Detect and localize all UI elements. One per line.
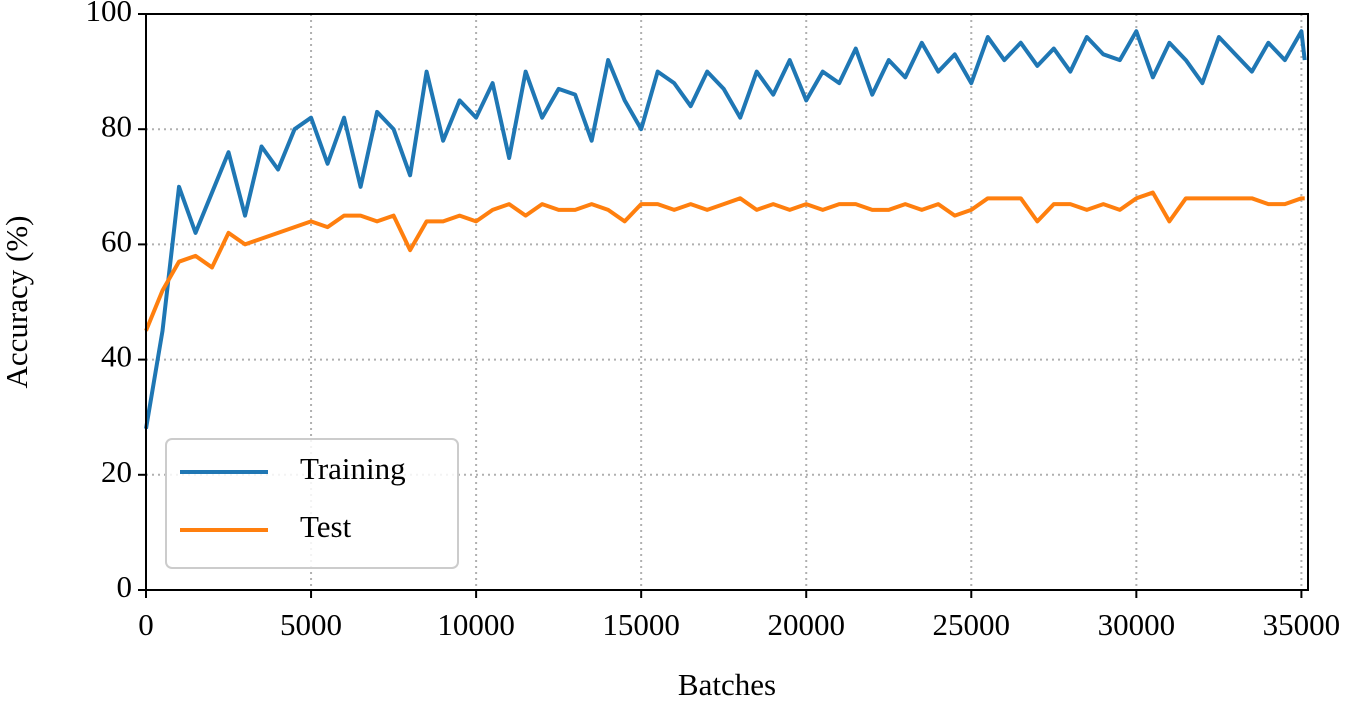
y-tick-label: 0 (117, 569, 133, 604)
legend-label: Test (300, 509, 352, 544)
y-tick-label: 80 (101, 108, 132, 143)
y-tick-label: 20 (101, 454, 132, 489)
x-tick-label: 0 (138, 607, 154, 642)
y-tick-label: 100 (86, 0, 133, 28)
x-tick-label: 20000 (767, 607, 845, 642)
x-tick-label: 15000 (602, 607, 680, 642)
y-tick-label: 60 (101, 224, 132, 259)
y-axis-label: Accuracy (%) (0, 216, 34, 389)
x-tick-label: 35000 (1263, 607, 1341, 642)
series-line (144, 29, 1307, 430)
legend-label: Training (300, 451, 406, 486)
x-tick-label: 30000 (1098, 607, 1176, 642)
x-tick-label: 25000 (933, 607, 1011, 642)
x-axis-label: Batches (678, 667, 776, 702)
y-tick-label: 40 (101, 339, 132, 374)
x-tick-label: 10000 (437, 607, 515, 642)
series-line (144, 190, 1305, 332)
x-tick-label: 5000 (280, 607, 342, 642)
plot-frame (145, 13, 1309, 591)
